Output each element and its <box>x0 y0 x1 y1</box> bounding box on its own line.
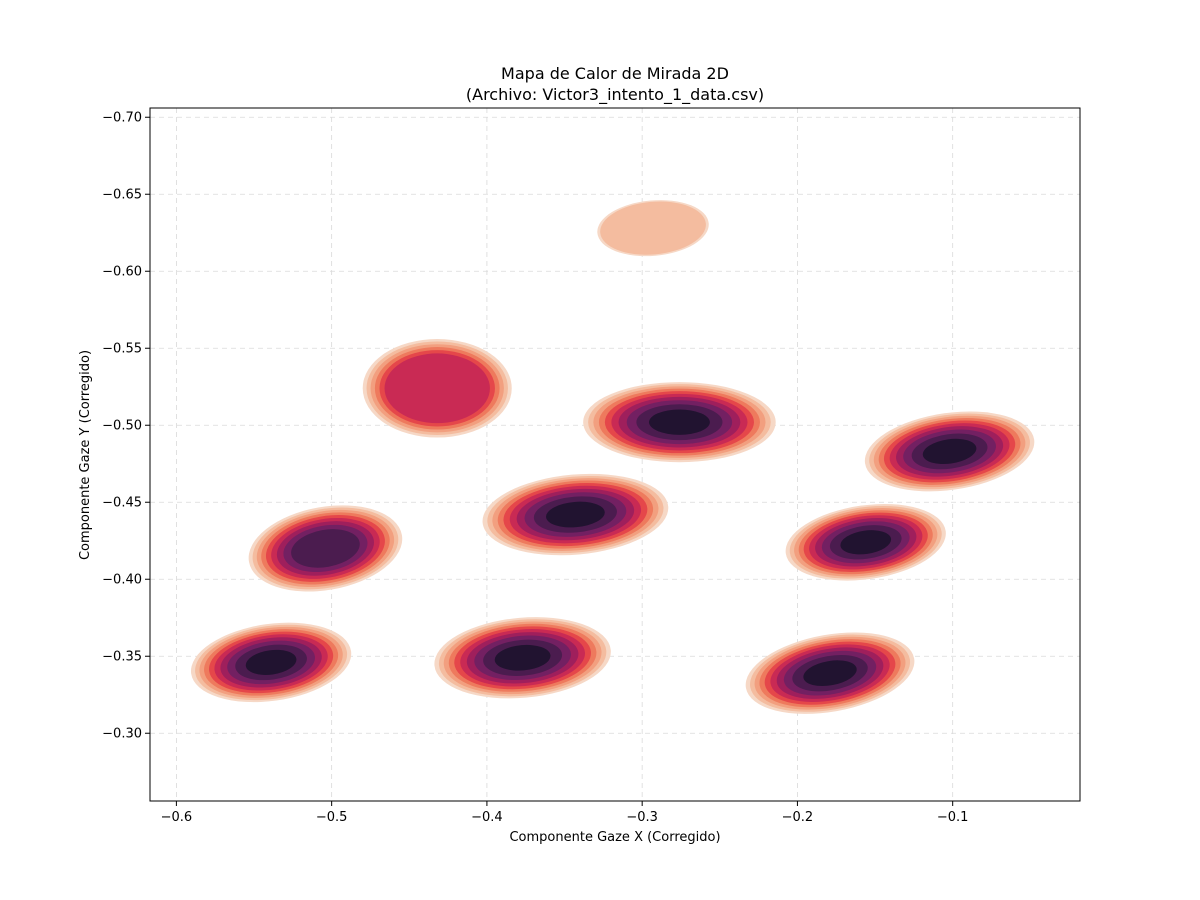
y-axis-ticks: −0.70 −0.65 −0.60 −0.55 −0.50 −0.45 −0.40 −0.35… <box>102 111 150 742</box>
density-contours <box>190 200 1035 714</box>
y-tick-label: −0.55 <box>102 342 142 357</box>
y-tick-label: −0.70 <box>102 111 142 126</box>
x-tick-label: −0.1 <box>937 810 969 825</box>
chart-subtitle: (Archivo: Victor3_intento_1_data.csv) <box>466 85 764 105</box>
density-cluster <box>482 473 669 556</box>
y-tick-label: −0.50 <box>102 419 142 434</box>
x-axis-ticks: −0.6 −0.5 −0.4 −0.3 −0.2 −0.1 <box>161 801 969 825</box>
density-cluster <box>745 632 915 714</box>
y-axis-label: Componente Gaze Y (Corregido) <box>78 350 93 560</box>
contour-level-10 <box>648 409 710 435</box>
contour-level-6 <box>384 353 490 424</box>
x-tick-label: −0.3 <box>626 810 658 825</box>
x-tick-label: −0.4 <box>471 810 503 825</box>
density-cluster <box>583 382 776 463</box>
contour-level-10 <box>245 649 297 675</box>
y-tick-label: −0.65 <box>102 188 142 203</box>
density-cluster <box>248 505 403 592</box>
y-tick-label: −0.45 <box>102 496 142 511</box>
contour-level-10 <box>840 530 892 555</box>
x-tick-label: −0.6 <box>161 810 193 825</box>
y-tick-label: −0.60 <box>102 265 142 280</box>
chart-title: Mapa de Calor de Mirada 2D <box>501 64 729 83</box>
y-tick-label: −0.35 <box>102 650 142 665</box>
density-cluster <box>362 339 512 438</box>
contour-level-10 <box>494 644 551 671</box>
contour-level-10 <box>803 660 857 687</box>
x-tick-label: −0.2 <box>782 810 814 825</box>
density-cluster <box>864 411 1035 492</box>
density-cluster <box>785 503 946 581</box>
plot-frame <box>149 107 1081 802</box>
contour-level-2 <box>600 201 706 255</box>
y-tick-label: −0.40 <box>102 573 142 588</box>
density-cluster <box>190 622 352 703</box>
contour-level-9 <box>291 529 360 568</box>
x-axis-label: Componente Gaze X (Corregido) <box>509 830 720 845</box>
contour-level-10 <box>922 438 977 465</box>
density-cluster <box>597 200 709 257</box>
y-tick-label: −0.30 <box>102 727 142 742</box>
x-tick-label: −0.5 <box>316 810 348 825</box>
contour-level-10 <box>546 501 605 528</box>
density-cluster <box>434 617 611 699</box>
